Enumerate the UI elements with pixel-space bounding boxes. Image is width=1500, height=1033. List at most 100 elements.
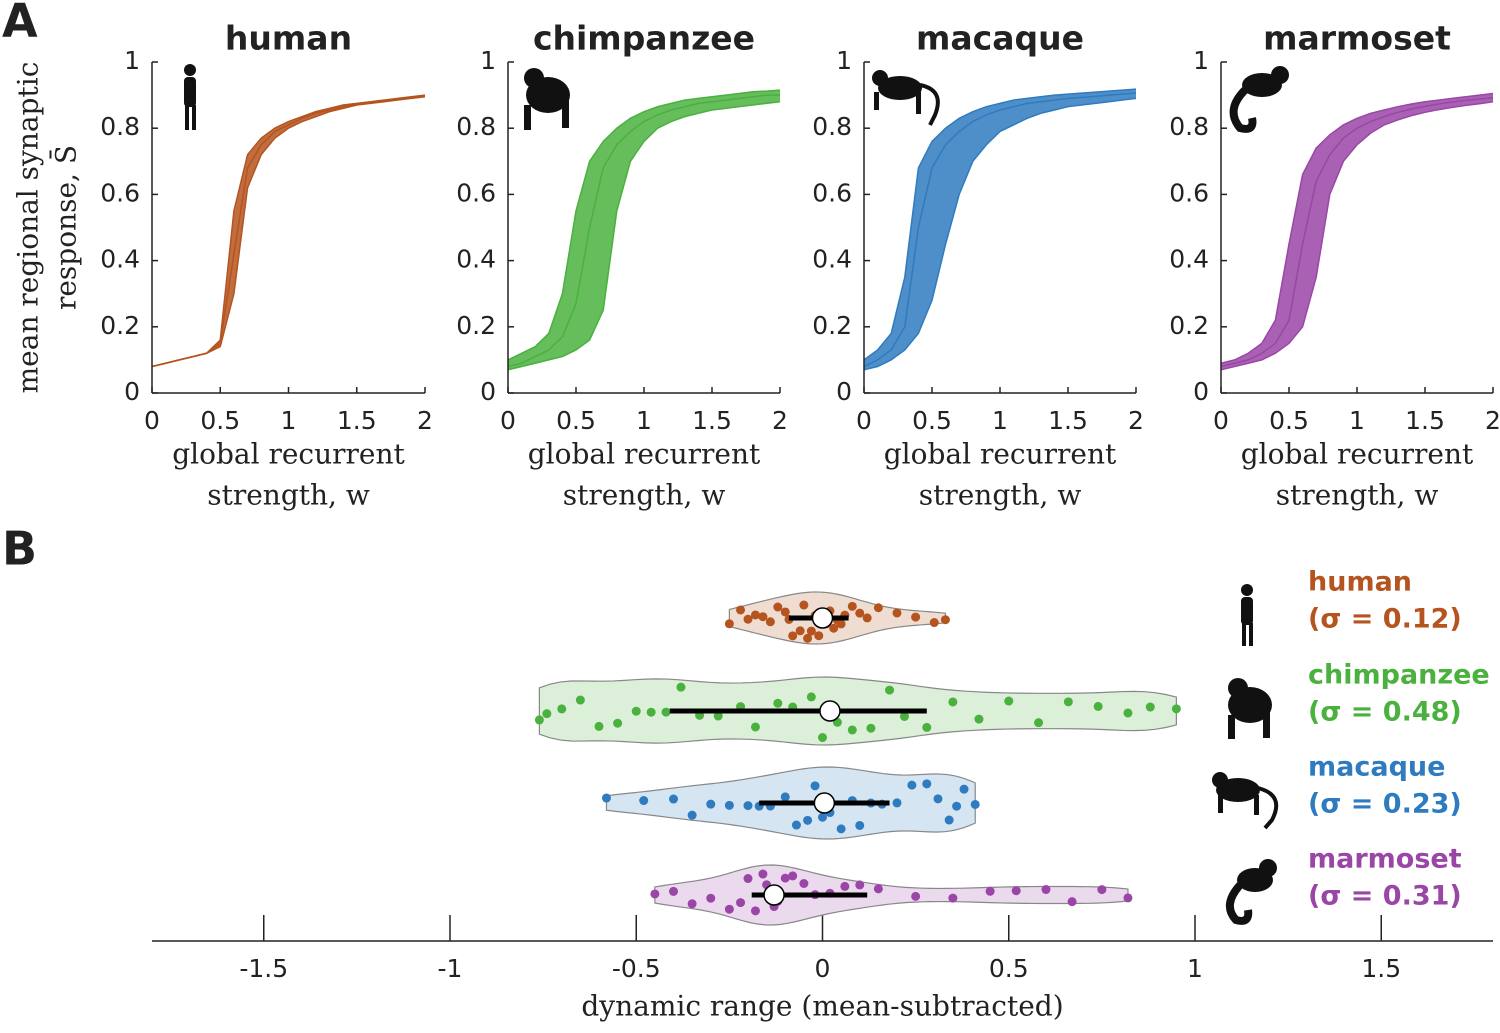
- data-point: [706, 893, 716, 903]
- data-point: [952, 801, 962, 811]
- y-axis-label: response, S̄: [48, 145, 82, 310]
- data-point: [911, 612, 921, 622]
- data-point: [1034, 718, 1044, 728]
- y-tick-label: 0.8: [100, 112, 140, 141]
- y-tick-label: 0.8: [812, 112, 852, 141]
- data-point: [814, 631, 824, 641]
- data-point: [639, 796, 649, 806]
- data-point: [959, 784, 969, 794]
- data-point: [873, 884, 883, 894]
- group-name: macaque: [1308, 752, 1445, 783]
- panel-label: B: [2, 522, 37, 576]
- data-point: [724, 619, 734, 629]
- data-point: [706, 799, 716, 809]
- y-tick-label: 0.6: [812, 178, 852, 207]
- y-tick-label: 0: [480, 377, 496, 406]
- median: [763, 884, 785, 906]
- chart-title: chimpanzee: [533, 19, 755, 58]
- marmoset-icon-b: [1226, 859, 1277, 925]
- data-point: [1145, 702, 1155, 712]
- x-tick-label: 1.5: [692, 406, 732, 435]
- x-tick-label: 2: [1128, 406, 1144, 435]
- y-tick-label: 0.4: [812, 245, 852, 274]
- x-tick-label: 1.5: [1405, 406, 1445, 435]
- y-tick-label: 0.2: [812, 311, 852, 340]
- data-point: [940, 615, 950, 625]
- data-point: [743, 614, 753, 624]
- y-tick-label: 0.8: [456, 112, 496, 141]
- x-tick-label: 1.5: [1048, 406, 1088, 435]
- data-point: [1011, 886, 1021, 896]
- y-tick-label: 0.6: [1169, 178, 1209, 207]
- data-point: [743, 801, 753, 811]
- median: [811, 607, 834, 629]
- data-point: [803, 633, 813, 643]
- x-axis-label: global recurrent: [1241, 438, 1474, 471]
- response-curve: [863, 92, 1137, 368]
- data-point: [829, 623, 839, 633]
- data-point: [806, 692, 816, 702]
- data-point: [613, 718, 623, 728]
- y-tick-label: 0: [836, 377, 852, 406]
- y-tick-label: 0: [124, 377, 140, 406]
- data-point: [970, 799, 980, 809]
- response-curve: [1220, 97, 1494, 368]
- x-tick-label: 1: [636, 406, 652, 435]
- x-tick-label: 1: [1187, 954, 1203, 983]
- x-tick-label: 0.5: [1269, 406, 1309, 435]
- data-point: [911, 891, 921, 901]
- y-tick-label: 0.2: [100, 311, 140, 340]
- data-point: [724, 904, 734, 914]
- x-axis-label: global recurrent: [884, 438, 1117, 471]
- data-point: [1097, 885, 1107, 895]
- violin: [654, 864, 1129, 926]
- data-point: [818, 733, 827, 743]
- curve-band: [152, 95, 425, 367]
- data-point: [1067, 897, 1077, 907]
- data-point: [676, 682, 686, 692]
- data-point: [855, 608, 865, 618]
- data-point: [736, 898, 746, 908]
- data-point: [799, 600, 809, 610]
- data-point: [855, 880, 865, 890]
- data-point: [758, 869, 768, 879]
- data-point: [661, 707, 671, 717]
- x-tick-label: 0.5: [912, 406, 952, 435]
- x-tick-label: 0: [856, 406, 872, 435]
- data-point: [773, 698, 783, 708]
- data-point: [687, 899, 697, 909]
- data-point: [799, 878, 809, 888]
- chart-title: macaque: [916, 19, 1084, 58]
- data-point: [780, 607, 790, 617]
- x-axis-label: strength, w: [1276, 479, 1439, 512]
- data-point: [974, 714, 984, 724]
- data-point: [631, 706, 641, 716]
- x-tick-label: 2: [1485, 406, 1500, 435]
- response-curve: [151, 94, 426, 368]
- data-point: [929, 618, 939, 628]
- macaque-icon-b: [1212, 772, 1279, 830]
- y-tick-label: 0.2: [1169, 311, 1209, 340]
- data-point: [557, 704, 567, 714]
- data-point: [758, 612, 768, 622]
- chart-title: marmoset: [1263, 19, 1451, 58]
- data-point: [669, 886, 678, 896]
- x-tick-label: -1.5: [239, 954, 288, 983]
- x-axis-label: strength, w: [919, 479, 1082, 512]
- response-curve: [151, 96, 426, 368]
- data-point: [542, 709, 552, 719]
- response-curve: [863, 97, 1137, 371]
- data-point: [836, 619, 846, 629]
- data-point: [750, 906, 760, 916]
- x-tick-label: 1: [992, 406, 1008, 435]
- x-tick-label: 0: [1213, 406, 1229, 435]
- group-name: marmoset: [1308, 844, 1462, 875]
- silhouettes: [184, 64, 1289, 925]
- x-tick-label: 0.5: [200, 406, 240, 435]
- data-point: [1063, 697, 1073, 707]
- data-point: [944, 815, 954, 825]
- data-point: [818, 812, 827, 822]
- data-point: [650, 889, 660, 899]
- data-point: [724, 800, 734, 810]
